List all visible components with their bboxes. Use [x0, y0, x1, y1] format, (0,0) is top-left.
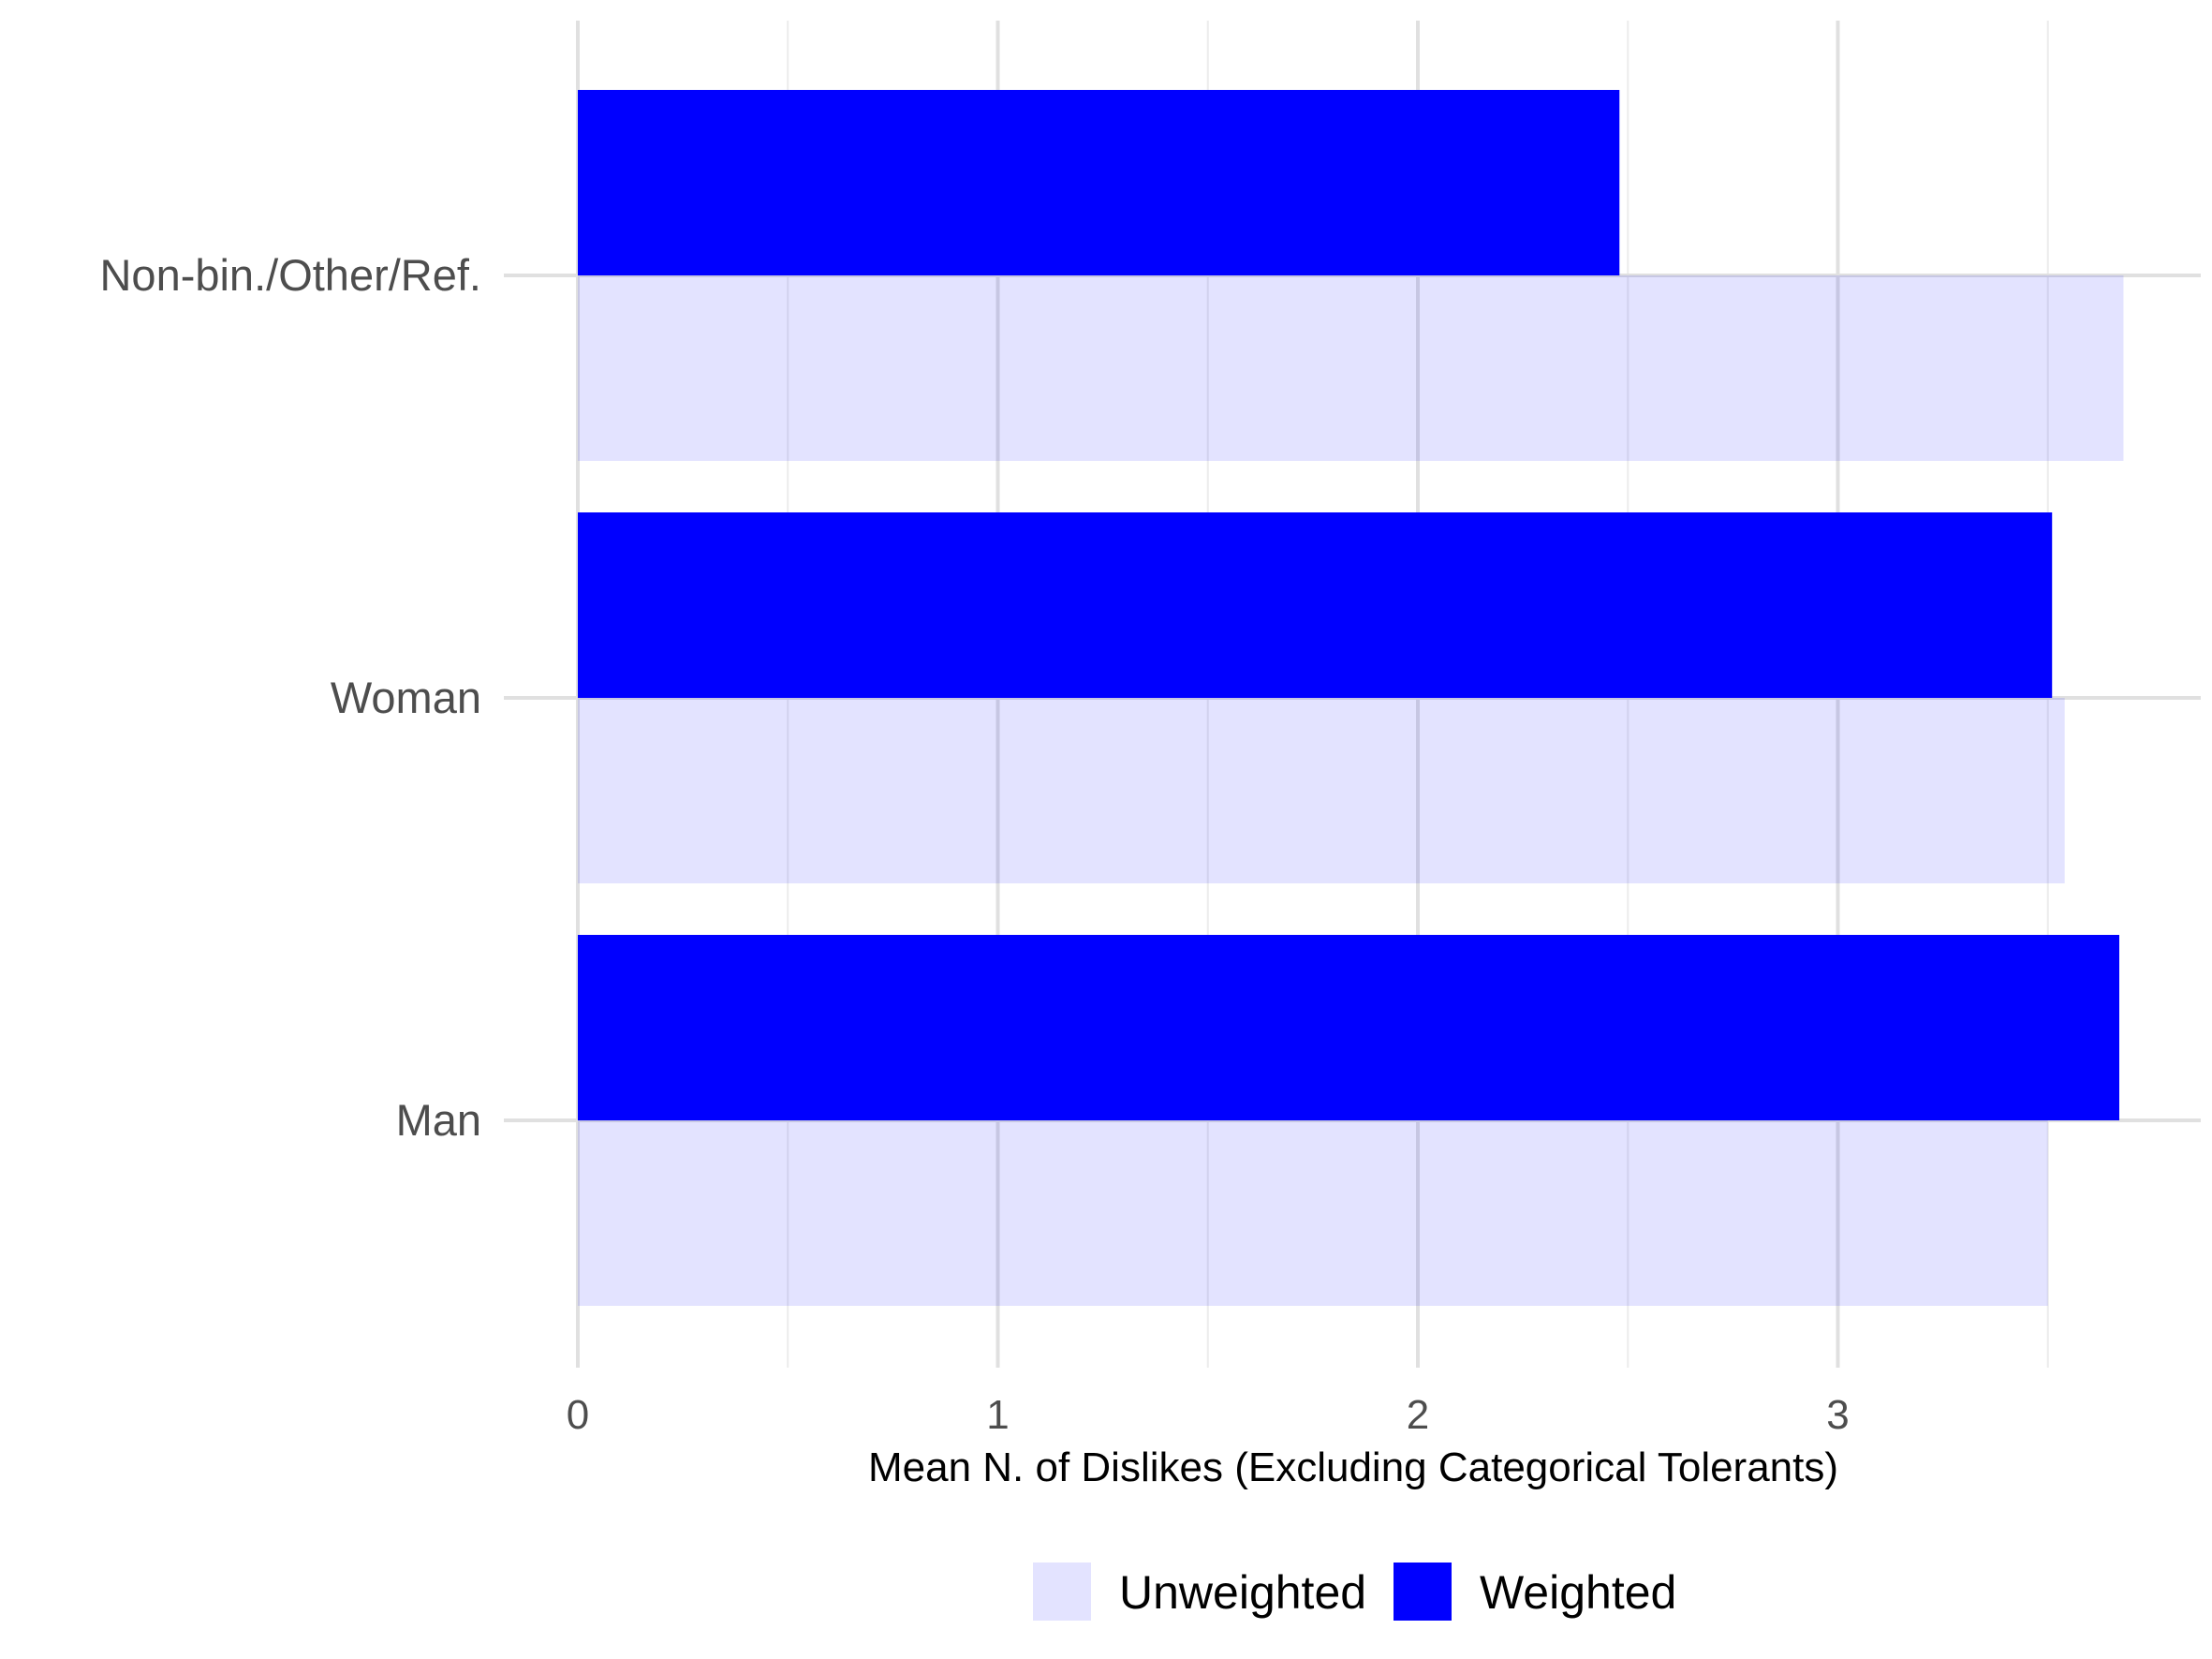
- x-axis-ticks: 0 1 2 3: [567, 1392, 1850, 1438]
- x-axis-title: Mean N. of Dislikes (Excluding Categoric…: [868, 1444, 1838, 1490]
- legend-swatch: [1394, 1563, 1452, 1621]
- y-axis-ticks: Non-bin./Other/Ref. Woman Man: [99, 250, 481, 1145]
- bar-unweighted: [578, 698, 2065, 883]
- x-tick-label: 2: [1407, 1392, 1429, 1438]
- x-tick-label: 1: [986, 1392, 1009, 1438]
- legend-label: Unweighted: [1119, 1566, 1366, 1619]
- legend: Unweighted Weighted: [1033, 1563, 1676, 1621]
- x-tick-label: 3: [1826, 1392, 1849, 1438]
- y-tick-label: Woman: [331, 673, 481, 722]
- bar-unweighted: [578, 275, 2124, 461]
- legend-label: Weighted: [1480, 1566, 1676, 1619]
- bar-weighted: [578, 90, 1620, 275]
- y-tick-label: Man: [396, 1095, 481, 1145]
- legend-swatch: [1033, 1563, 1091, 1621]
- bar-weighted: [578, 512, 2053, 698]
- x-tick-label: 0: [567, 1392, 589, 1438]
- bar-weighted: [578, 935, 2119, 1120]
- bar-unweighted: [578, 1120, 2048, 1306]
- bars: [578, 90, 2124, 1306]
- y-tick-label: Non-bin./Other/Ref.: [99, 250, 481, 300]
